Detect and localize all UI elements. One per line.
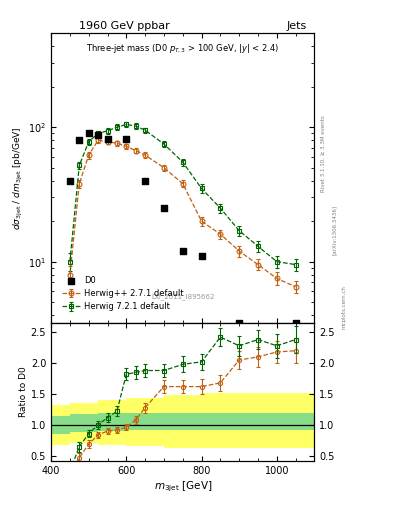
Text: Rivet 3.1.10, ≥ 3.3M events: Rivet 3.1.10, ≥ 3.3M events bbox=[320, 115, 325, 192]
Y-axis label: $d\sigma_{\rm 3jet}$ / $dm_{\rm 3jet}$ [pb/GeV]: $d\sigma_{\rm 3jet}$ / $dm_{\rm 3jet}$ [… bbox=[12, 126, 25, 230]
Text: D0_2011_I895662: D0_2011_I895662 bbox=[151, 293, 215, 300]
D0 bbox=[76, 136, 83, 144]
D0 bbox=[292, 319, 299, 327]
Y-axis label: Ratio to D0: Ratio to D0 bbox=[19, 367, 28, 417]
Text: [arXiv:1306.3436]: [arXiv:1306.3436] bbox=[332, 205, 337, 255]
Legend: D0, Herwig++ 2.7.1 default, Herwig 7.2.1 default: D0, Herwig++ 2.7.1 default, Herwig 7.2.1… bbox=[59, 272, 187, 314]
Text: 1960 GeV ppbar: 1960 GeV ppbar bbox=[79, 20, 169, 31]
Text: mcplots.cern.ch: mcplots.cern.ch bbox=[342, 285, 347, 329]
D0 bbox=[123, 135, 129, 143]
D0 bbox=[180, 247, 186, 255]
Text: Three-jet mass (D0 $p_{T,3}$ > 100 GeV, $|y|$ < 2.4): Three-jet mass (D0 $p_{T,3}$ > 100 GeV, … bbox=[86, 42, 279, 55]
D0 bbox=[161, 204, 167, 212]
D0 bbox=[142, 177, 148, 185]
D0 bbox=[95, 131, 101, 139]
D0 bbox=[86, 129, 92, 137]
D0 bbox=[198, 252, 205, 260]
D0 bbox=[236, 319, 242, 327]
D0 bbox=[105, 135, 111, 143]
X-axis label: $m_{\rm 3jet}$ [GeV]: $m_{\rm 3jet}$ [GeV] bbox=[154, 480, 212, 494]
D0 bbox=[67, 177, 73, 185]
Text: Jets: Jets bbox=[286, 20, 307, 31]
